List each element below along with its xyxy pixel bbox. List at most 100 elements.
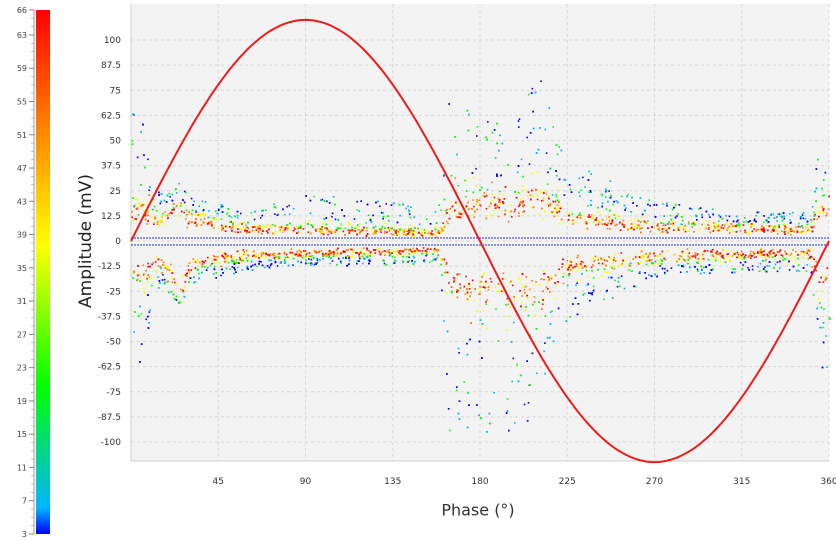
data-point bbox=[784, 233, 786, 235]
data-point bbox=[328, 230, 330, 233]
data-point bbox=[254, 210, 256, 213]
data-point bbox=[485, 303, 488, 305]
data-point bbox=[609, 266, 612, 268]
data-point bbox=[499, 190, 501, 193]
data-point bbox=[624, 260, 626, 262]
data-point bbox=[365, 221, 367, 224]
data-point bbox=[539, 127, 541, 129]
data-point bbox=[239, 258, 241, 261]
data-point bbox=[607, 214, 610, 217]
data-point bbox=[764, 259, 767, 262]
data-point bbox=[726, 219, 729, 222]
data-point bbox=[621, 223, 624, 226]
data-point bbox=[627, 256, 629, 259]
data-point bbox=[726, 253, 728, 256]
data-point bbox=[263, 266, 266, 269]
data-point bbox=[315, 228, 317, 231]
data-point bbox=[204, 265, 206, 268]
data-point bbox=[471, 208, 473, 210]
data-point bbox=[536, 198, 539, 201]
data-point bbox=[238, 253, 241, 255]
data-point bbox=[694, 223, 696, 226]
data-point bbox=[210, 222, 213, 225]
data-point bbox=[159, 220, 161, 222]
data-point bbox=[766, 220, 768, 222]
data-point bbox=[135, 218, 137, 220]
data-point bbox=[630, 211, 632, 213]
colorbar-tick-label: 19 bbox=[17, 397, 27, 406]
data-point bbox=[148, 189, 150, 192]
data-point bbox=[549, 275, 552, 277]
data-point bbox=[725, 222, 727, 225]
data-point bbox=[499, 290, 501, 292]
data-point bbox=[131, 140, 134, 142]
data-point bbox=[804, 251, 806, 253]
data-point bbox=[609, 228, 611, 230]
data-point bbox=[631, 196, 633, 199]
data-point bbox=[233, 267, 235, 269]
data-point bbox=[705, 266, 707, 268]
data-point bbox=[791, 230, 794, 232]
data-point bbox=[826, 267, 829, 269]
data-point bbox=[300, 225, 302, 228]
data-point bbox=[291, 251, 294, 254]
data-point bbox=[547, 171, 549, 174]
data-point bbox=[273, 252, 276, 255]
data-point bbox=[183, 289, 185, 292]
data-point bbox=[403, 231, 405, 233]
data-point bbox=[374, 249, 377, 251]
data-point bbox=[822, 212, 825, 214]
data-point bbox=[246, 266, 248, 269]
data-point bbox=[694, 252, 697, 254]
data-point bbox=[611, 221, 614, 223]
data-point bbox=[232, 261, 235, 264]
data-point bbox=[429, 234, 432, 237]
data-point bbox=[143, 154, 145, 156]
data-point bbox=[739, 261, 742, 264]
data-point bbox=[497, 215, 500, 218]
data-point bbox=[718, 214, 720, 217]
data-point bbox=[263, 225, 265, 227]
data-point bbox=[154, 216, 156, 219]
data-point bbox=[356, 227, 358, 229]
data-point bbox=[396, 248, 398, 251]
data-point bbox=[468, 208, 470, 210]
data-point bbox=[456, 153, 458, 156]
data-point bbox=[497, 340, 500, 342]
data-point bbox=[576, 313, 579, 316]
data-point bbox=[472, 176, 475, 179]
data-point bbox=[215, 272, 218, 274]
data-point bbox=[167, 280, 169, 283]
data-point bbox=[384, 230, 386, 233]
data-point bbox=[575, 284, 577, 286]
data-point bbox=[663, 257, 665, 260]
y-tick-label: 37.5 bbox=[101, 162, 121, 172]
data-point bbox=[617, 281, 620, 283]
data-point bbox=[391, 252, 393, 254]
data-point bbox=[823, 179, 825, 181]
data-point bbox=[586, 284, 589, 286]
data-point bbox=[236, 214, 239, 217]
data-point bbox=[755, 214, 757, 217]
data-point bbox=[266, 265, 269, 267]
data-point bbox=[714, 223, 716, 225]
data-point bbox=[307, 262, 309, 264]
data-point bbox=[546, 183, 549, 185]
data-point bbox=[763, 228, 765, 230]
data-point bbox=[496, 142, 498, 145]
data-point bbox=[235, 271, 237, 273]
data-point bbox=[504, 186, 507, 188]
data-point bbox=[614, 212, 616, 215]
data-point bbox=[323, 254, 326, 257]
data-point bbox=[421, 253, 423, 255]
data-point bbox=[297, 252, 300, 255]
data-point bbox=[527, 402, 530, 404]
data-point bbox=[810, 219, 813, 222]
data-point bbox=[320, 230, 323, 232]
data-point bbox=[194, 222, 196, 224]
data-point bbox=[543, 273, 545, 275]
data-point bbox=[560, 149, 563, 152]
data-point bbox=[269, 225, 272, 228]
data-point bbox=[465, 275, 467, 278]
